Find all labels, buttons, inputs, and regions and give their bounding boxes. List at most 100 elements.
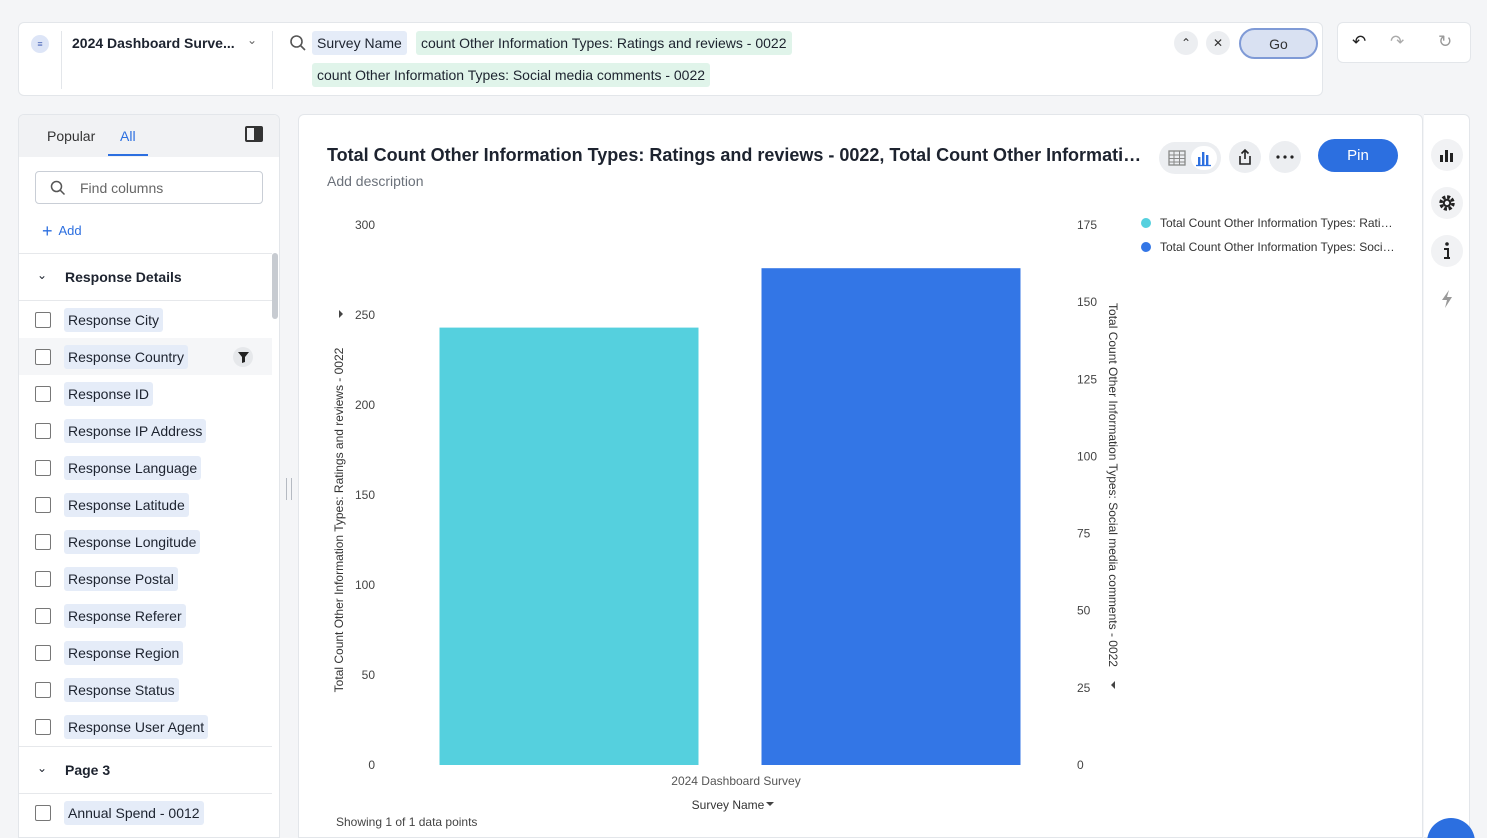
checkbox[interactable] [35, 571, 51, 587]
bar-chart-icon [1196, 152, 1211, 167]
undo-icon[interactable]: ↶ [1352, 32, 1367, 51]
tab-popular[interactable]: Popular [47, 128, 96, 144]
list-item[interactable]: Response Language [19, 449, 272, 486]
checkbox[interactable] [35, 460, 51, 476]
list-item[interactable]: Response Postal [19, 560, 272, 597]
collapse-panel-icon[interactable] [245, 126, 263, 142]
checkbox[interactable] [35, 497, 51, 513]
redo-icon[interactable]: ↷ [1390, 32, 1405, 51]
chevron-down-icon [766, 802, 774, 806]
checkbox[interactable] [35, 608, 51, 624]
divider [61, 31, 62, 89]
column-chip[interactable]: Response User Agent [64, 715, 209, 739]
chart-title[interactable]: Total Count Other Information Types: Rat… [327, 145, 1147, 165]
find-columns-input[interactable] [80, 178, 250, 198]
column-chip[interactable]: Response Status [64, 678, 179, 702]
checkbox[interactable] [35, 423, 51, 439]
column-chip[interactable]: Response City [64, 308, 164, 332]
find-columns-field[interactable] [35, 171, 263, 204]
chevron-down-icon[interactable]: ⌄ [37, 268, 48, 282]
chat-button[interactable] [1427, 818, 1475, 838]
search-token-measure[interactable]: count Other Information Types: Ratings a… [416, 31, 792, 55]
more-options-button[interactable] [1269, 141, 1301, 173]
list-item[interactable]: Response Region [19, 634, 272, 671]
columns-panel: Popular All + Add ⌄ Response Details Resp… [18, 114, 280, 838]
list-item[interactable]: Response User Agent [19, 708, 272, 745]
add-column-button[interactable]: + Add [42, 219, 82, 241]
checkbox[interactable] [35, 645, 51, 661]
scrollbar[interactable] [272, 253, 278, 319]
y-tick-label-left: 250 [355, 308, 375, 322]
y-tick-label-left: 150 [355, 488, 375, 502]
list-item[interactable]: Response Country [19, 338, 272, 375]
info-button[interactable] [1431, 235, 1463, 267]
search-token-attribute[interactable]: Survey Name [312, 31, 407, 55]
filter-icon[interactable] [233, 347, 253, 367]
column-chip[interactable]: Response IP Address [64, 419, 207, 443]
column-chip[interactable]: Response Latitude [64, 493, 189, 517]
gear-icon [1439, 195, 1455, 211]
checkbox[interactable] [35, 719, 51, 735]
column-chip[interactable]: Response Region [64, 641, 184, 665]
tab-all[interactable]: All [120, 128, 136, 144]
description-field[interactable]: Add description [327, 173, 424, 189]
list-item[interactable]: Response ID [19, 375, 272, 412]
right-toolbar [1424, 114, 1470, 838]
checkbox[interactable] [35, 534, 51, 550]
go-button[interactable]: Go [1239, 28, 1318, 59]
y-tick-label-right: 75 [1077, 527, 1091, 541]
chevron-down-icon[interactable]: ⌄ [247, 33, 258, 47]
legend-item[interactable]: Total Count Other Information Types: Rat… [1141, 211, 1401, 235]
checkbox[interactable] [35, 805, 51, 821]
column-chip[interactable]: Annual Spend - 0012 [64, 801, 204, 825]
search-token-measure[interactable]: count Other Information Types: Social me… [312, 63, 711, 87]
bar [761, 268, 1021, 765]
datasource-icon[interactable]: ≡ [31, 35, 49, 53]
y-axis-title-right: Total Count Other Information Types: Soc… [1106, 303, 1120, 667]
legend-item[interactable]: Total Count Other Information Types: Soc… [1141, 235, 1401, 259]
list-item[interactable]: Response Status [19, 671, 272, 708]
chevron-up-icon[interactable]: ⌃ [1174, 31, 1198, 55]
section-header[interactable]: ⌄ Page 3 [19, 746, 272, 794]
column-chip[interactable]: Response Postal [64, 567, 178, 591]
chart-settings-button[interactable] [1431, 187, 1463, 219]
datasource-title[interactable]: 2024 Dashboard Surve... [72, 35, 235, 51]
column-chip[interactable]: Response Language [64, 456, 202, 480]
list-item[interactable]: Response Latitude [19, 486, 272, 523]
reset-icon[interactable]: ↻ [1438, 32, 1453, 51]
columns-panel-header: Popular All [19, 115, 279, 157]
chart-legend: Total Count Other Information Types: Rat… [1141, 211, 1401, 259]
chart-view-button[interactable] [1191, 146, 1217, 170]
checkbox[interactable] [35, 349, 51, 365]
y-tick-label-right: 50 [1077, 604, 1091, 618]
y-tick-label-right: 150 [1077, 295, 1097, 309]
list-item[interactable]: Response City [19, 301, 272, 338]
list-item[interactable]: Response Longitude [19, 523, 272, 560]
list-item[interactable]: Annual Spend - 0012 [19, 794, 272, 831]
bar [439, 327, 699, 765]
checkbox[interactable] [35, 682, 51, 698]
legend-label: Total Count Other Information Types: Rat… [1160, 216, 1398, 230]
chart-type-button[interactable] [1431, 139, 1463, 171]
pin-button[interactable]: Pin [1318, 139, 1398, 172]
panel-resize-handle[interactable] [286, 478, 292, 500]
spotiq-button[interactable] [1431, 283, 1463, 315]
section-title: Page 3 [65, 762, 111, 778]
column-chip[interactable]: Response Country [64, 345, 188, 369]
chevron-down-icon[interactable]: ⌄ [37, 761, 48, 775]
checkbox[interactable] [35, 312, 51, 328]
clear-search-button[interactable]: ✕ [1206, 31, 1230, 55]
list-item[interactable]: Response IP Address [19, 412, 272, 449]
column-chip[interactable]: Response Referer [64, 604, 186, 628]
section-header[interactable]: ⌄ Response Details [19, 253, 272, 301]
share-button[interactable] [1229, 141, 1261, 173]
data-points-count: Showing 1 of 1 data points [336, 815, 478, 829]
checkbox[interactable] [35, 386, 51, 402]
column-chip[interactable]: Response Longitude [64, 530, 201, 554]
y-tick-label-right: 100 [1077, 449, 1097, 463]
info-icon [1444, 242, 1450, 259]
ellipsis-icon [1276, 155, 1294, 159]
table-icon[interactable] [1165, 146, 1189, 170]
list-item[interactable]: Response Referer [19, 597, 272, 634]
column-chip[interactable]: Response ID [64, 382, 153, 406]
